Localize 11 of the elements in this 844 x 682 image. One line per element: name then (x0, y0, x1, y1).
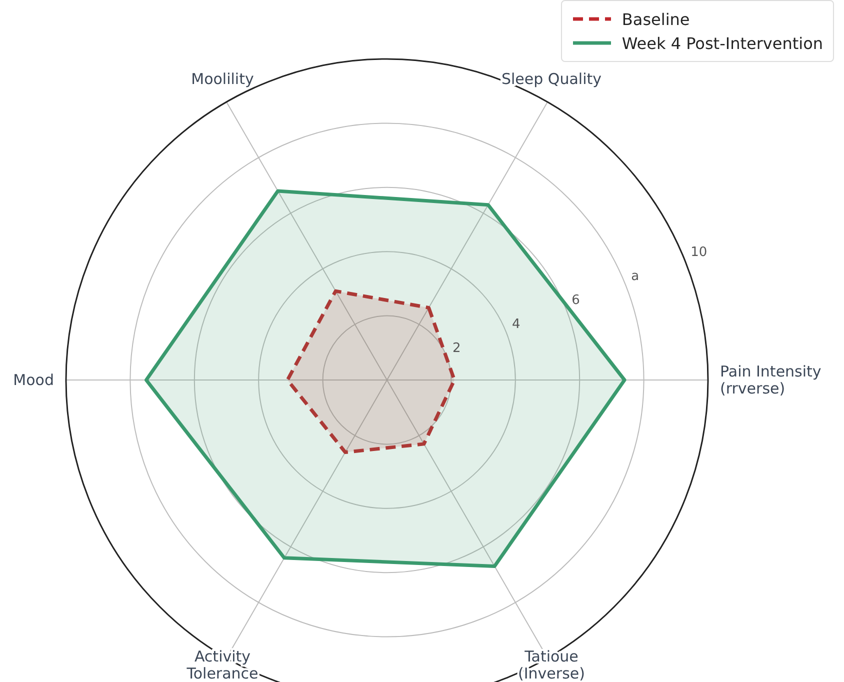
spoke-label: Sleep Quality (501, 70, 602, 88)
y-tick-label: 2 (452, 340, 461, 356)
y-tick-label: 10 (690, 244, 708, 260)
spoke-label: Pain Intensity (rrverse) (720, 362, 822, 398)
legend-label: Baseline (622, 10, 690, 28)
y-tick-label: 4 (512, 316, 520, 332)
y-tick-label: a (631, 268, 640, 284)
spoke-label: Mood (13, 371, 54, 389)
legend-label: Week 4 Post-Intervention (622, 34, 823, 52)
spoke-label: Moolility (191, 70, 254, 88)
y-tick-label: 6 (572, 292, 580, 308)
